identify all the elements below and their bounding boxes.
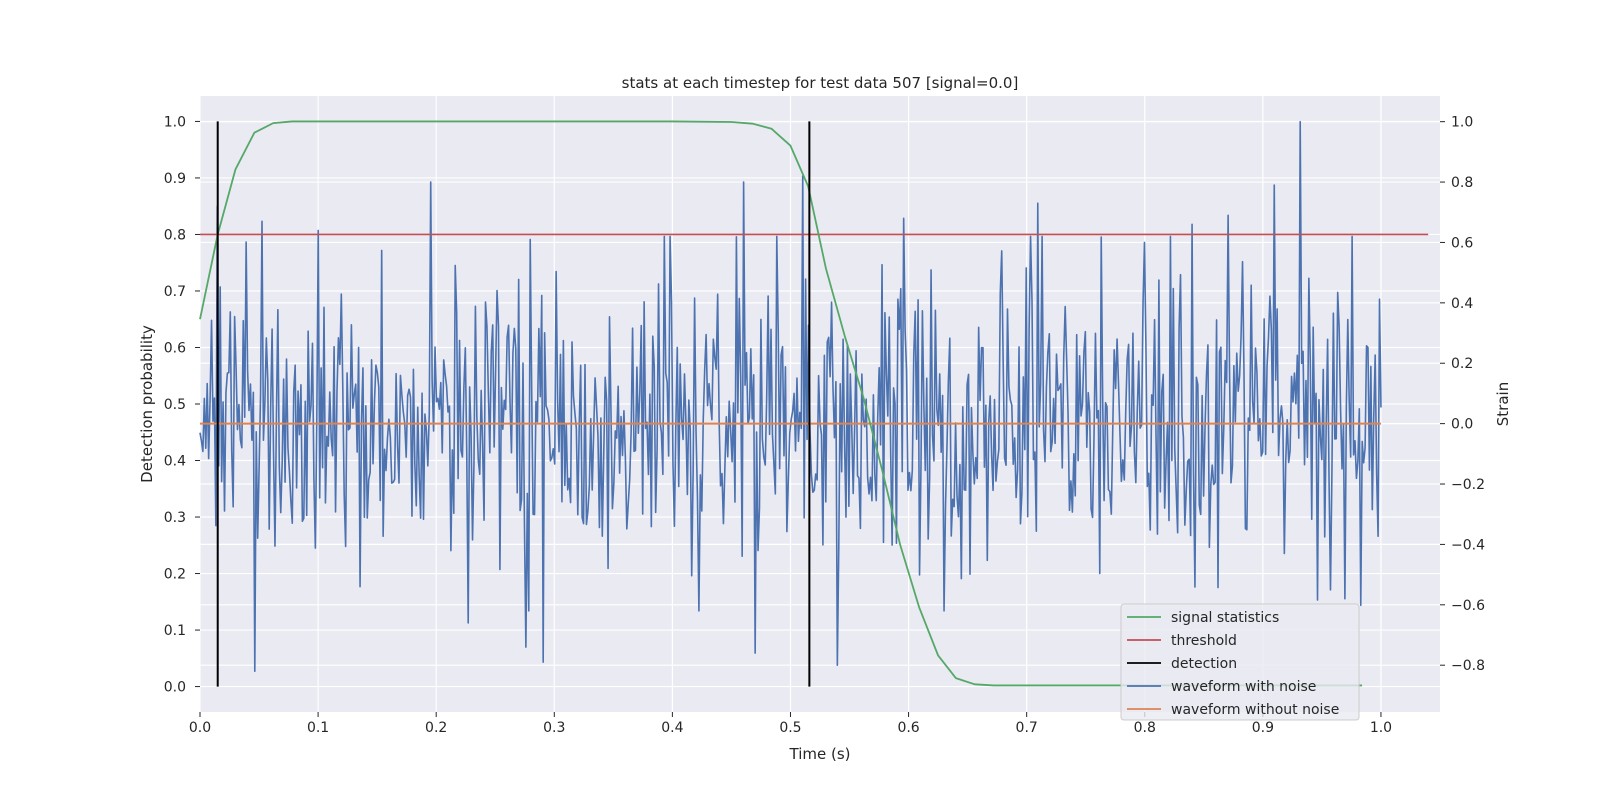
- y-right-tick-label: −0.8: [1451, 658, 1485, 674]
- legend-label-noisy: waveform with noise: [1171, 679, 1316, 695]
- legend-frame: [1120, 603, 1360, 721]
- x-tick-label: 0.9: [1252, 720, 1274, 736]
- y-left-tick-label: 0.8: [164, 227, 186, 243]
- y-left-tick-label: 0.7: [164, 284, 186, 300]
- x-tick-label: 0.0: [189, 720, 211, 736]
- y-left-tick-label: 0.0: [164, 680, 186, 696]
- y-right-tick-label: 1.0: [1451, 115, 1473, 131]
- y-right-tick-label: 0.8: [1451, 175, 1473, 191]
- signal-statistics-line: [199, 120, 1363, 687]
- x-tick-label: 0.3: [543, 720, 565, 736]
- y-left-tick-label: 0.3: [164, 510, 186, 526]
- y-axis-right-title: Strain: [1494, 382, 1512, 426]
- x-tick-label: 0.4: [661, 720, 683, 736]
- y-left-tick-label: 0.2: [164, 567, 186, 583]
- y-right-tick-label: 0.6: [1451, 235, 1473, 251]
- y-right-tick-label: −0.6: [1451, 598, 1485, 614]
- legend-label-threshold: threshold: [1171, 633, 1237, 649]
- y-left-tick-label: 0.1: [164, 623, 186, 639]
- x-tick-label: 0.2: [425, 720, 447, 736]
- y-right-tick-label: −0.4: [1451, 537, 1485, 553]
- x-tick-label: 0.6: [897, 720, 919, 736]
- x-axis-title: Time (s): [789, 745, 851, 763]
- legend-label-detection: detection: [1171, 656, 1237, 672]
- x-tick-label: 1.0: [1370, 720, 1392, 736]
- waveform-with-noise-line: [199, 120, 1382, 673]
- chart-title: stats at each timestep for test data 507…: [622, 74, 1019, 92]
- y-left-tick-label: 0.5: [164, 397, 186, 413]
- legend: signal statistics threshold detection wa…: [1120, 603, 1360, 721]
- y-axis-left-title: Detection probability: [138, 325, 156, 483]
- y-right-tick-label: 0.2: [1451, 356, 1473, 372]
- x-tick-label: 0.5: [779, 720, 801, 736]
- y-right-tick-label: 0.0: [1451, 417, 1473, 433]
- y-left-tick-label: 0.6: [164, 340, 186, 356]
- legend-label-clean: waveform without noise: [1171, 702, 1339, 718]
- axes: 0.0 0.1 0.2 0.3 0.4 0.5 0.6 0.7 0.8 0.9 1.0 0.0 0.1 0…: [164, 114, 1485, 736]
- y-left-tick-label: 1.0: [164, 114, 186, 130]
- x-tick-label: 0.1: [307, 720, 329, 736]
- x-tick-label: 0.7: [1016, 720, 1038, 736]
- series-layer: [199, 120, 1429, 687]
- y-right-tick-label: 0.4: [1451, 296, 1473, 312]
- x-tick-label: 0.8: [1134, 720, 1156, 736]
- y-right-tick-label: −0.2: [1451, 477, 1485, 493]
- y-left-tick-label: 0.9: [164, 171, 186, 187]
- legend-label-signal: signal statistics: [1171, 610, 1279, 626]
- y-left-tick-label: 0.4: [164, 454, 186, 470]
